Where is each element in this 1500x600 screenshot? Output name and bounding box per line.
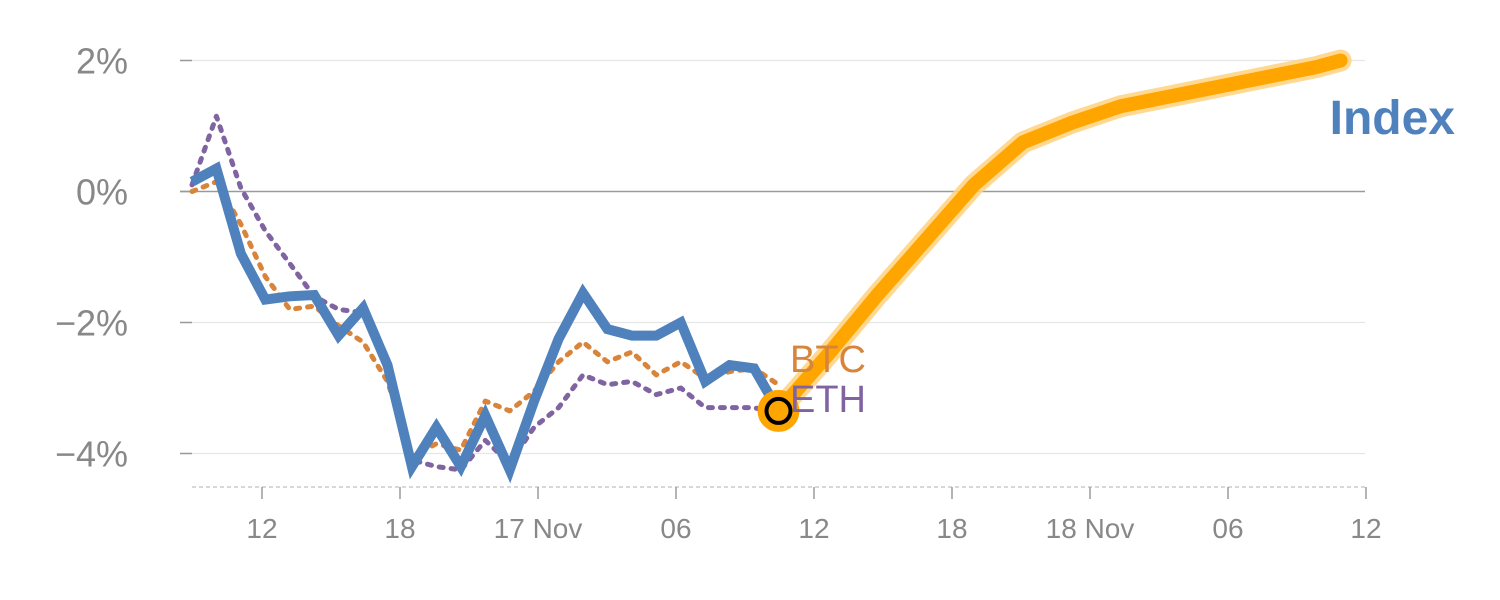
gridlines: [180, 59, 1365, 455]
y-tick-label: −4%: [55, 434, 128, 475]
annotations: BTC ETH Index: [790, 92, 1455, 421]
current-point-marker: [764, 396, 793, 425]
index-series-line: [189, 161, 783, 484]
x-tick-label: 18 Nov: [1046, 513, 1135, 544]
x-tick-label: 12: [1350, 513, 1381, 544]
x-tick-label: 12: [246, 513, 277, 544]
index-label: Index: [1330, 92, 1456, 145]
y-tick-label: 0%: [76, 172, 128, 213]
x-axis: 12 18 17 Nov 06 12 18 18 Nov 06 12: [192, 486, 1382, 544]
x-tick-label: 18: [384, 513, 415, 544]
btc-series-line: [189, 179, 781, 460]
y-tick-label: 2%: [76, 41, 128, 82]
eth-series-line: [189, 113, 781, 473]
x-tick-label: 06: [660, 513, 691, 544]
x-tick-label: 18: [936, 513, 967, 544]
series-lines: [189, 49, 1352, 484]
y-tick-label: −2%: [55, 303, 128, 344]
btc-label: BTC: [790, 339, 866, 381]
x-tick-label: 06: [1212, 513, 1243, 544]
y-axis: 2% 0% −2% −4%: [55, 41, 192, 475]
index-projection-line: [771, 53, 1348, 418]
x-tick-label: 12: [798, 513, 829, 544]
x-tick-label: 17 Nov: [494, 513, 583, 544]
eth-label: ETH: [790, 379, 866, 421]
